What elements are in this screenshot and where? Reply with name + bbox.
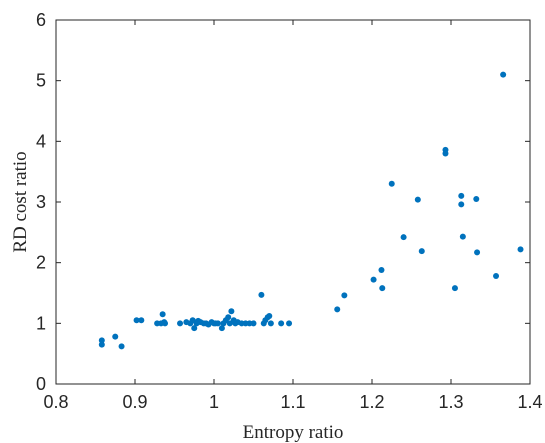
y-tick-labels: 0 1 2 3 4 5 6 [36, 10, 46, 394]
data-point [418, 248, 425, 255]
data-point [133, 317, 140, 324]
data-point [162, 320, 169, 327]
y-tick-label: 4 [36, 131, 46, 151]
x-tick-label: 1 [209, 392, 219, 412]
data-point [458, 201, 465, 208]
data-point [334, 306, 341, 313]
data-point [214, 320, 221, 327]
data-point [225, 314, 232, 321]
x-tick-label: 1.1 [280, 392, 305, 412]
data-point [258, 291, 265, 298]
y-tick-label: 6 [36, 10, 46, 30]
x-tick-label: 1.4 [517, 392, 542, 412]
data-point [474, 249, 481, 256]
x-tick-label: 1.2 [359, 392, 384, 412]
data-point [442, 150, 449, 157]
y-tick-label: 0 [36, 374, 46, 394]
data-point [517, 246, 524, 253]
data-point [112, 333, 119, 340]
data-point [414, 196, 421, 203]
data-point [159, 311, 166, 318]
data-point [451, 285, 458, 292]
data-point [370, 276, 377, 283]
data-point [278, 320, 285, 327]
data-point [267, 320, 274, 327]
data-point [458, 192, 465, 199]
y-tick-label: 3 [36, 192, 46, 212]
data-point [98, 337, 105, 344]
data-point [98, 341, 105, 348]
y-tick-label: 2 [36, 253, 46, 273]
data-point [177, 320, 184, 327]
data-point [250, 320, 257, 327]
plot-frame [55, 19, 531, 385]
x-tick-label: 0.9 [122, 392, 147, 412]
data-point [493, 273, 500, 280]
data-point [400, 234, 407, 241]
data-points [98, 71, 524, 350]
data-point [341, 292, 348, 299]
data-point [286, 320, 293, 327]
data-point [266, 313, 273, 320]
y-axis-label: RD cost ratio [10, 151, 31, 252]
data-point [473, 195, 480, 202]
x-tick-label: 0.8 [43, 392, 68, 412]
data-point [459, 233, 466, 240]
x-tick-labels: 0.8 0.9 1 1.1 1.2 1.3 1.4 [43, 392, 542, 412]
data-point [118, 343, 125, 350]
data-point [500, 71, 507, 78]
x-tick-label: 1.3 [438, 392, 463, 412]
data-point [379, 285, 386, 292]
data-point [191, 325, 198, 332]
data-point [228, 308, 235, 315]
y-tick-label: 5 [36, 71, 46, 91]
data-point [388, 180, 395, 187]
x-axis-label: Entropy ratio [243, 422, 344, 443]
data-point [218, 325, 225, 332]
data-point [138, 317, 145, 324]
plot-background [56, 20, 530, 384]
y-tick-label: 1 [36, 313, 46, 333]
data-point [378, 266, 385, 273]
